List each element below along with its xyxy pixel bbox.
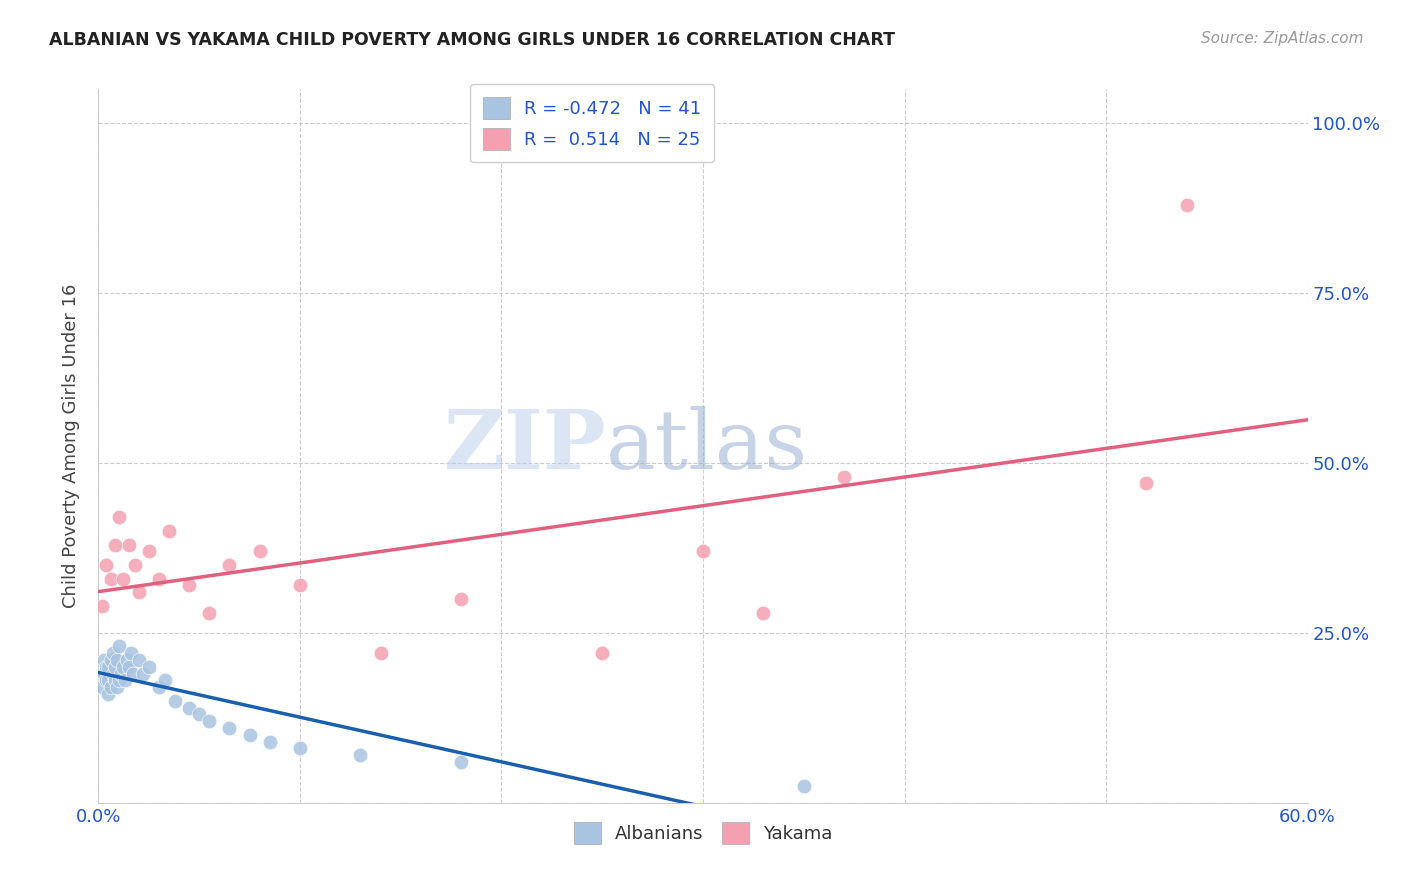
Point — [148, 680, 170, 694]
Point — [132, 666, 155, 681]
Point — [97, 687, 120, 701]
Point — [832, 469, 855, 483]
Point — [450, 755, 472, 769]
Point — [111, 572, 134, 586]
Point — [97, 660, 120, 674]
Point — [111, 660, 134, 674]
Point — [107, 640, 129, 654]
Point — [107, 510, 129, 524]
Point — [100, 572, 122, 586]
Point — [107, 673, 129, 688]
Point — [96, 660, 118, 674]
Point — [103, 660, 125, 674]
Text: atlas: atlas — [606, 406, 808, 486]
Point — [157, 524, 180, 538]
Point — [288, 578, 311, 592]
Point — [692, 544, 714, 558]
Point — [1135, 476, 1157, 491]
Point — [91, 680, 114, 694]
Point — [218, 721, 240, 735]
Point — [752, 606, 775, 620]
Point — [101, 646, 124, 660]
Point — [128, 653, 150, 667]
Legend: Albanians, Yakama: Albanians, Yakama — [562, 811, 844, 855]
Point — [249, 544, 271, 558]
Point — [138, 660, 160, 674]
Point — [100, 680, 122, 694]
Point — [259, 734, 281, 748]
Point — [198, 606, 221, 620]
Point — [93, 666, 115, 681]
Point — [1175, 198, 1198, 212]
Point — [124, 558, 146, 572]
Point — [120, 646, 142, 660]
Point — [128, 585, 150, 599]
Point — [370, 646, 392, 660]
Text: ALBANIAN VS YAKAMA CHILD POVERTY AMONG GIRLS UNDER 16 CORRELATION CHART: ALBANIAN VS YAKAMA CHILD POVERTY AMONG G… — [49, 31, 896, 49]
Text: Source: ZipAtlas.com: Source: ZipAtlas.com — [1201, 31, 1364, 46]
Point — [188, 707, 211, 722]
Point — [101, 666, 124, 681]
Point — [97, 673, 120, 688]
Point — [105, 680, 128, 694]
Point — [153, 673, 176, 688]
Point — [121, 666, 143, 681]
Point — [591, 646, 613, 660]
Point — [118, 660, 141, 674]
Point — [100, 653, 122, 667]
Text: ZIP: ZIP — [444, 406, 606, 486]
Point — [110, 666, 132, 681]
Point — [349, 748, 371, 763]
Point — [105, 653, 128, 667]
Point — [450, 591, 472, 606]
Point — [103, 673, 125, 688]
Point — [93, 653, 115, 667]
Point — [198, 714, 221, 729]
Point — [115, 653, 138, 667]
Point — [218, 558, 240, 572]
Point — [793, 779, 815, 793]
Point — [288, 741, 311, 756]
Y-axis label: Child Poverty Among Girls Under 16: Child Poverty Among Girls Under 16 — [62, 284, 80, 608]
Point — [179, 578, 201, 592]
Point — [163, 694, 186, 708]
Point — [148, 572, 170, 586]
Point — [138, 544, 160, 558]
Point — [118, 537, 141, 551]
Point — [239, 728, 262, 742]
Point — [103, 537, 125, 551]
Point — [179, 700, 201, 714]
Point — [114, 673, 136, 688]
Point — [91, 599, 114, 613]
Point — [96, 673, 118, 688]
Point — [96, 558, 118, 572]
